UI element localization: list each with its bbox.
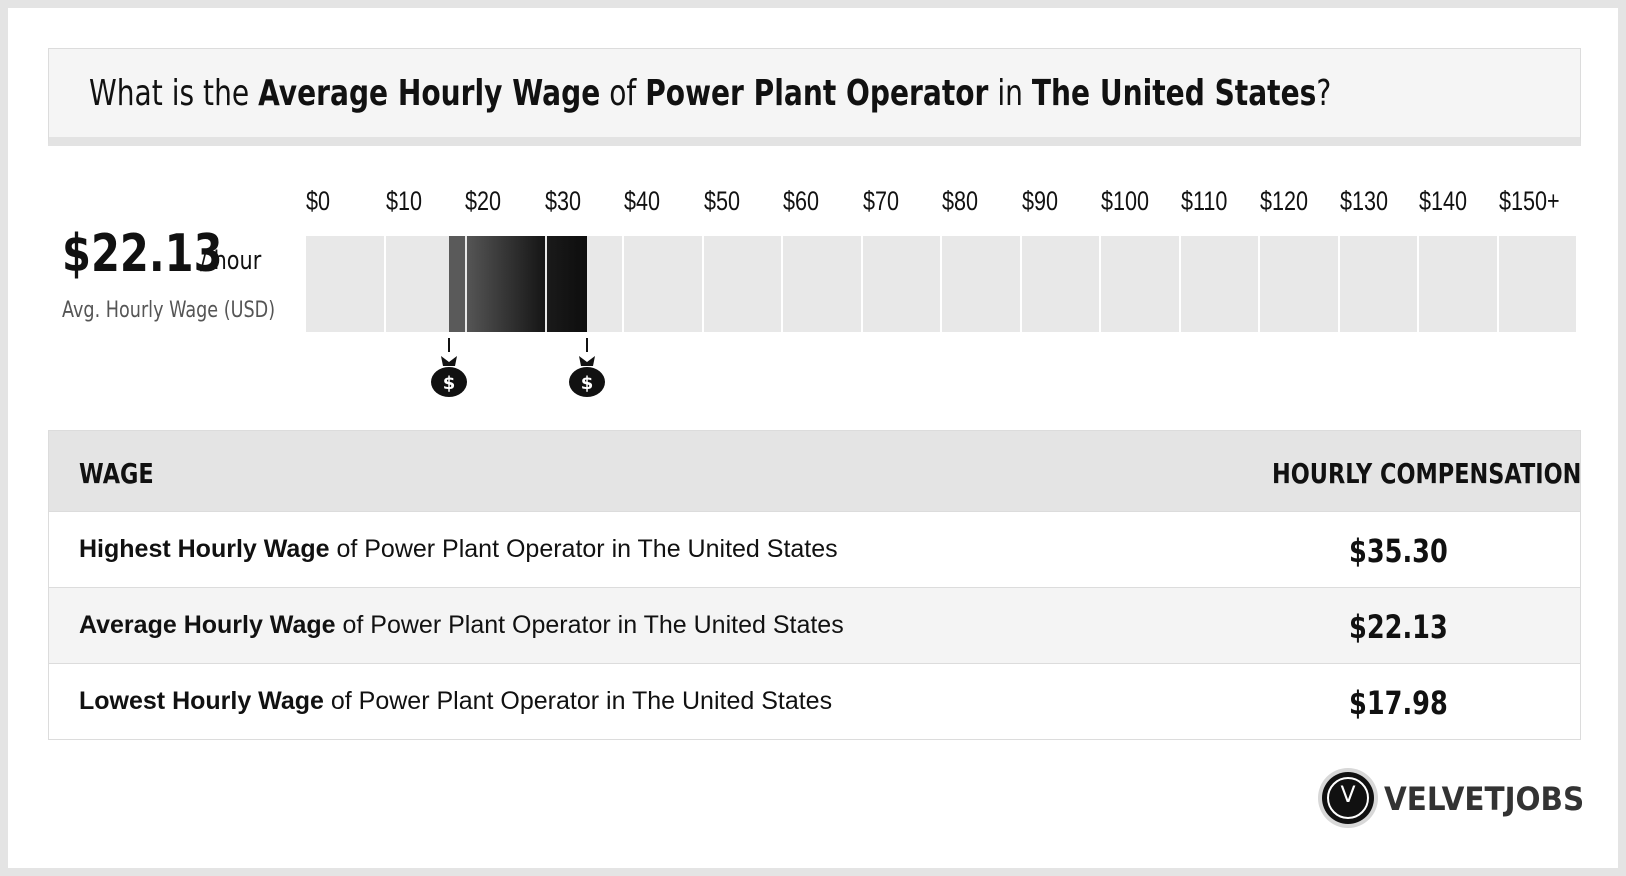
tick-label: $140 bbox=[1419, 186, 1468, 216]
header-hourly-compensation: HOURLY COMPENSATION bbox=[1272, 457, 1582, 490]
low-marker-line bbox=[447, 338, 450, 352]
row-label-bold: Highest Hourly Wage bbox=[79, 535, 330, 563]
tick-label: $40 bbox=[624, 186, 661, 216]
title-in: in bbox=[988, 73, 1032, 114]
svg-text:$: $ bbox=[443, 373, 456, 394]
title-pre: What is the bbox=[89, 73, 259, 114]
range-cell bbox=[942, 236, 1020, 332]
money-bag-icon: $ bbox=[568, 356, 605, 397]
tick-label: $0 bbox=[306, 186, 331, 216]
row-description: Highest Hourly Wage of Power Plant Opera… bbox=[79, 535, 838, 564]
row-value: $17.98 bbox=[1349, 684, 1448, 722]
range-cell bbox=[1021, 236, 1099, 332]
tick-label: $110 bbox=[1180, 186, 1227, 216]
logo-wordmark: VELVETJOBS bbox=[1384, 780, 1585, 818]
title-location: The United States bbox=[1031, 73, 1317, 114]
table-row: Lowest Hourly Wage of Power Plant Operat… bbox=[49, 663, 1580, 739]
tick-label: $10 bbox=[385, 186, 422, 216]
row-value: $35.30 bbox=[1349, 532, 1448, 570]
row-value: $22.13 bbox=[1349, 608, 1448, 646]
row-label-rest: of Power Plant Operator in The United St… bbox=[335, 611, 844, 639]
range-cell bbox=[862, 236, 940, 332]
row-label-bold: Lowest Hourly Wage bbox=[79, 687, 324, 715]
row-label-rest: of Power Plant Operator in The United St… bbox=[329, 535, 838, 563]
money-bag-icon: $ bbox=[430, 356, 467, 397]
range-cell bbox=[306, 236, 384, 332]
svg-text:$: $ bbox=[580, 373, 593, 394]
row-label-rest: of Power Plant Operator in The United St… bbox=[323, 687, 833, 715]
table-row: Average Hourly Wage of Power Plant Opera… bbox=[49, 587, 1580, 663]
range-cell bbox=[1101, 236, 1179, 332]
range-cell bbox=[1498, 236, 1576, 332]
average-value: $22.13 bbox=[62, 224, 223, 284]
high-band bbox=[546, 236, 587, 332]
tick-label: $20 bbox=[465, 186, 502, 216]
tick-label: $60 bbox=[783, 186, 820, 216]
low-band bbox=[448, 236, 465, 332]
high-marker-line bbox=[585, 338, 588, 352]
table-row: Highest Hourly Wage of Power Plant Opera… bbox=[49, 511, 1580, 587]
range-cell bbox=[1419, 236, 1497, 332]
tick-label: $130 bbox=[1339, 186, 1388, 216]
wage-table: WAGE HOURLY COMPENSATION Highest Hourly … bbox=[48, 430, 1581, 740]
range-cell bbox=[1180, 236, 1258, 332]
range-cell bbox=[1339, 236, 1417, 332]
row-description: Average Hourly Wage of Power Plant Opera… bbox=[79, 611, 844, 640]
range-cell bbox=[1260, 236, 1338, 332]
average-caption: Avg. Hourly Wage (USD) bbox=[62, 298, 276, 323]
tick-label: $80 bbox=[942, 186, 979, 216]
tick-label: $90 bbox=[1021, 186, 1058, 216]
row-label-bold: Average Hourly Wage bbox=[79, 611, 336, 639]
logo-icon: V bbox=[1322, 772, 1374, 824]
row-description: Lowest Hourly Wage of Power Plant Operat… bbox=[79, 687, 832, 716]
page-title: What is the Average Hourly Wage of Power… bbox=[48, 48, 1581, 146]
range-cell bbox=[703, 236, 781, 332]
range-cell bbox=[783, 236, 861, 332]
tick-label: $120 bbox=[1260, 186, 1309, 216]
tick-label: $70 bbox=[862, 186, 899, 216]
title-job: Power Plant Operator bbox=[645, 73, 989, 114]
title-metric: Average Hourly Wage bbox=[258, 73, 601, 114]
tick-label: $30 bbox=[544, 186, 581, 216]
tick-label: $50 bbox=[703, 186, 740, 216]
wage-range-chart: $0 $10 $20 $30 $40 $50 $60 $70 $80 $90 $100 $110 $12… bbox=[0, 0, 1626, 420]
mid-band bbox=[467, 236, 545, 332]
title-of: of bbox=[600, 73, 646, 114]
tick-label: $150+ bbox=[1498, 186, 1560, 216]
table-header: WAGE HOURLY COMPENSATION bbox=[49, 431, 1582, 511]
header-wage: WAGE bbox=[79, 457, 154, 490]
tick-label: $100 bbox=[1101, 186, 1150, 216]
title-end: ? bbox=[1316, 73, 1332, 114]
logo-letter: V bbox=[1340, 783, 1356, 808]
average-unit: / hour bbox=[200, 246, 262, 276]
velvetjobs-logo: V VELVETJOBS bbox=[1322, 772, 1584, 828]
range-cell bbox=[624, 236, 702, 332]
